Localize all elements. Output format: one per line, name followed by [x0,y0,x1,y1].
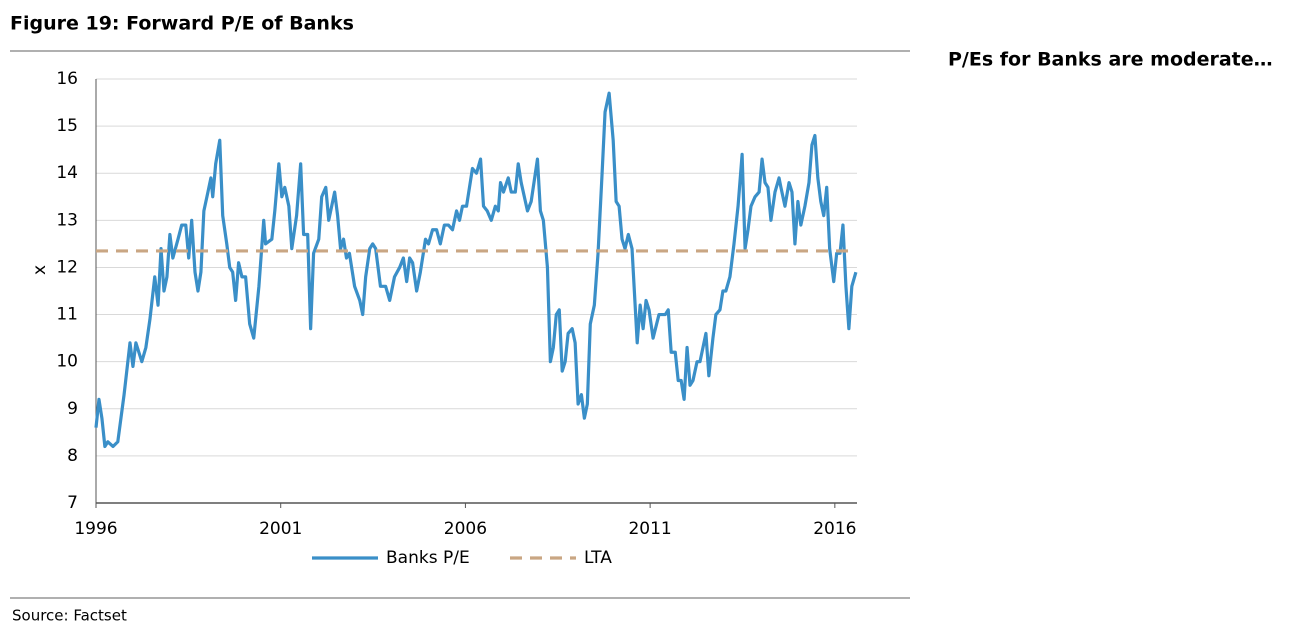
y-tick-label: 7 [67,493,78,513]
series-line [94,91,858,449]
source-note: Source: Factset [12,607,127,625]
side-note: P/Es for Banks are moderate… [948,49,1273,71]
figure-title: Figure 19: Forward P/E of Banks [10,13,354,35]
y-tick-label: 13 [56,210,78,230]
y-tick-label: 9 [67,399,78,419]
y-tick-label: 12 [56,257,78,277]
y-tick-label: 11 [56,305,78,325]
y-tick-label: 8 [67,446,78,466]
y-tick-label: 10 [56,352,78,372]
x-tick-label: 2016 [813,519,856,539]
legend-label: LTA [584,548,612,568]
x-tick-label: 2001 [259,519,302,539]
x-tick-label: 2006 [444,519,487,539]
x-tick-label: 1996 [74,519,117,539]
y-tick-label: 16 [56,69,78,89]
y-tick-label: 14 [56,163,78,183]
x-tick-label: 2011 [628,519,671,539]
y-tick-label: 15 [56,116,78,136]
legend-label: Banks P/E [386,548,470,568]
y-axis-label: x [30,265,50,275]
